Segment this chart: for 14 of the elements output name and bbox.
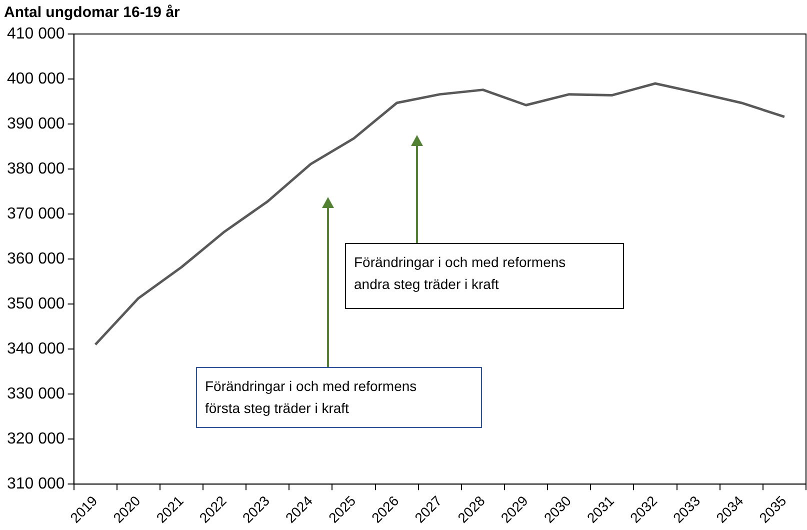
y-tick-label: 360 000: [6, 250, 65, 268]
y-tick-label: 320 000: [6, 430, 65, 448]
y-tick-label: 390 000: [6, 115, 65, 132]
y-tick-label: 340 000: [6, 340, 65, 358]
y-tick-label: 410 000: [6, 25, 65, 42]
y-tick-label: 400 000: [6, 70, 65, 88]
y-tick-label: 370 000: [6, 205, 65, 222]
chart-title: Antal ungdomar 16-19 år: [4, 4, 180, 22]
y-tick-label: 350 000: [6, 295, 65, 312]
y-tick-label: 380 000: [6, 160, 65, 178]
annotation: Förändringar i och med reformens första steg träder i kraft: [196, 367, 482, 428]
y-tick-label: 330 000: [6, 385, 65, 402]
annotation: Förändringar i och med reformens andra steg träder i kraft: [345, 243, 624, 309]
y-tick-label: 310 000: [6, 476, 65, 493]
